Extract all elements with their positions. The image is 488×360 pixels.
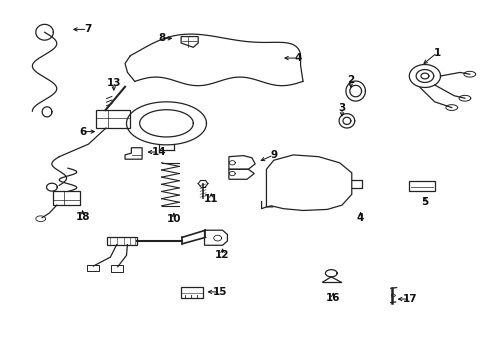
- Bar: [53, 192, 80, 205]
- Text: 10: 10: [166, 215, 181, 224]
- Bar: [408, 181, 434, 191]
- Text: 1: 1: [432, 48, 440, 58]
- Bar: [111, 265, 123, 272]
- Text: 8: 8: [158, 33, 165, 43]
- Text: 12: 12: [215, 250, 229, 260]
- Text: 2: 2: [346, 75, 354, 85]
- Text: 6: 6: [79, 127, 86, 136]
- Bar: [107, 237, 137, 244]
- Bar: [86, 265, 99, 271]
- Text: 17: 17: [402, 294, 417, 304]
- Text: 11: 11: [203, 194, 218, 204]
- Text: 5: 5: [421, 197, 427, 207]
- Bar: [96, 110, 130, 128]
- Text: 18: 18: [75, 212, 90, 221]
- Text: 4: 4: [294, 53, 301, 63]
- Text: 7: 7: [83, 24, 91, 35]
- Bar: [181, 287, 203, 298]
- Text: 13: 13: [106, 78, 121, 88]
- Text: 15: 15: [212, 287, 227, 297]
- Text: 3: 3: [338, 103, 345, 113]
- Text: 4: 4: [356, 213, 364, 222]
- Text: 9: 9: [270, 150, 277, 160]
- Text: 16: 16: [325, 293, 340, 303]
- Text: 14: 14: [152, 147, 166, 157]
